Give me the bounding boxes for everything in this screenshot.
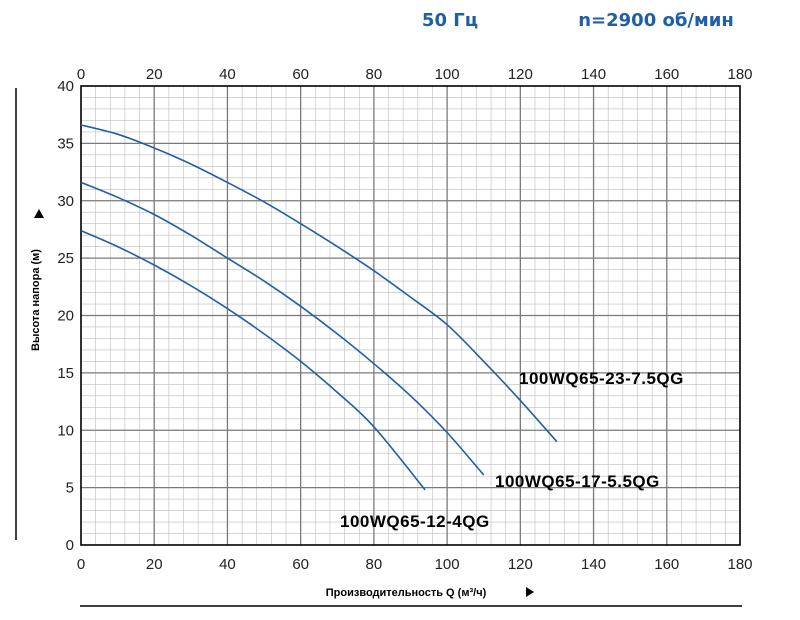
y-tick-label: 15	[57, 365, 74, 382]
x-axis-arrow-icon	[526, 587, 534, 597]
x-tick-label-bottom: 80	[366, 556, 383, 573]
x-tick-label-top: 180	[727, 66, 752, 83]
x-tick-label-top: 0	[77, 66, 85, 83]
x-tick-label-bottom: 20	[146, 556, 163, 573]
x-tick-label-top: 120	[508, 66, 533, 83]
series-curve-1	[80, 124, 558, 443]
y-tick-label: 30	[57, 193, 74, 210]
x-tick-label-bottom: 60	[292, 556, 309, 573]
x-tick-labels-bottom: 0 20 40 60 80 100 120 140 160 180	[77, 556, 753, 573]
y-axis-arrow-icon	[34, 209, 44, 218]
series-curve-3	[80, 229, 426, 491]
y-tick-label: 20	[57, 308, 74, 325]
x-tick-label-top: 100	[435, 66, 460, 83]
x-tick-label-bottom: 140	[581, 556, 606, 573]
x-tick-label-bottom: 0	[77, 556, 85, 573]
x-tick-labels-top: 0 20 40 60 80 100 120 140 160 180	[77, 66, 753, 83]
series-curve-2	[80, 181, 485, 476]
x-tick-label-top: 40	[219, 66, 236, 83]
x-tick-label-top: 160	[654, 66, 679, 83]
x-tick-label-bottom: 40	[219, 556, 236, 573]
x-tick-label-bottom: 160	[654, 556, 679, 573]
x-tick-label-bottom: 120	[508, 556, 533, 573]
x-tick-label-top: 80	[366, 66, 383, 83]
series-label-2: 100WQ65-17-5.5QG	[495, 472, 660, 491]
x-tick-label-top: 20	[146, 66, 163, 83]
series-labels: 100WQ65-23-7.5QG 100WQ65-17-5.5QG 100WQ65-…	[340, 369, 684, 531]
y-axis-label: Высота напора (м)	[30, 249, 42, 351]
x-axis-label: Производительность Q (м³/ч)	[326, 587, 487, 599]
major-grid	[81, 86, 740, 545]
y-tick-label: 35	[57, 135, 74, 152]
y-tick-label: 25	[57, 250, 74, 267]
x-tick-label-bottom: 100	[435, 556, 460, 573]
x-tick-label-bottom: 180	[727, 556, 752, 573]
plot-frame	[80, 85, 741, 546]
y-tick-labels: 0 5 10 15 20 25 30 35 40	[57, 78, 74, 554]
y-tick-label: 0	[66, 537, 74, 554]
y-tick-label: 5	[66, 480, 74, 497]
x-tick-label-top: 140	[581, 66, 606, 83]
series-label-3: 100WQ65-12-4QG	[340, 512, 490, 531]
speed-label: n=2900 об/мин	[578, 10, 734, 31]
series-label-1: 100WQ65-23-7.5QG	[519, 369, 684, 388]
frequency-label: 50 Гц	[422, 10, 478, 31]
x-tick-label-top: 60	[292, 66, 309, 83]
y-tick-label: 40	[57, 78, 74, 95]
series-curves	[80, 124, 558, 491]
y-tick-label: 10	[57, 422, 74, 439]
